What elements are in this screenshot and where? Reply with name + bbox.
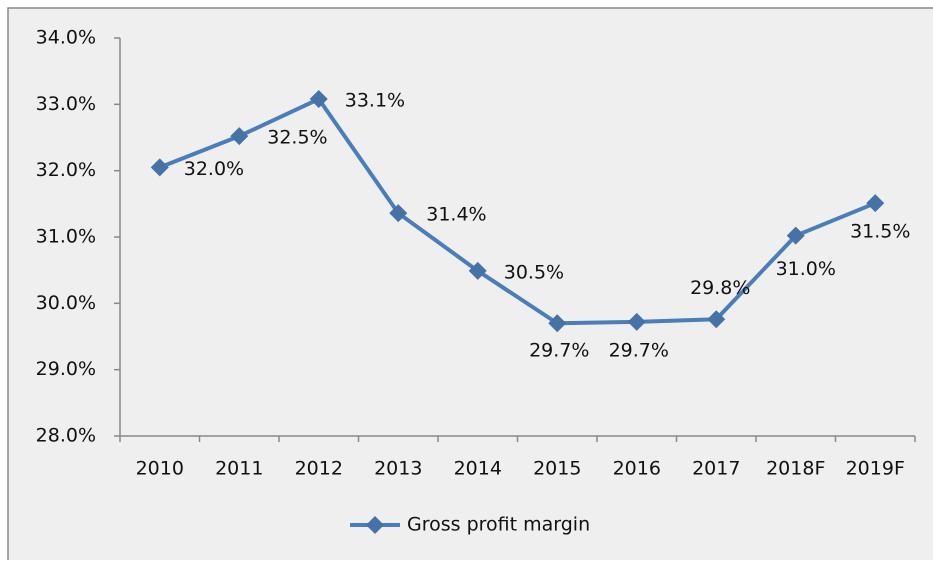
legend-label: Gross profit margin — [407, 514, 590, 536]
x-tick-label: 2012 — [295, 458, 343, 480]
y-tick-label: 34.0% — [36, 27, 96, 49]
data-label: 31.4% — [426, 204, 486, 226]
x-tick-label: 2018F — [766, 458, 825, 480]
data-point — [786, 226, 805, 245]
data-point — [548, 314, 567, 333]
y-tick-label: 30.0% — [36, 292, 96, 314]
chart-frame — [7, 7, 933, 564]
data-point — [468, 261, 487, 280]
data-point — [707, 310, 726, 329]
series-line — [159, 96, 877, 326]
data-label: 31.0% — [776, 258, 836, 280]
data-point — [389, 204, 408, 223]
x-tick-label: 2017 — [692, 458, 740, 480]
data-point — [150, 158, 169, 177]
y-tick-label: 33.0% — [36, 93, 96, 115]
data-label: 29.7% — [529, 340, 589, 362]
y-tick-label: 31.0% — [36, 226, 96, 248]
data-label: 32.0% — [184, 158, 244, 180]
data-label: 31.5% — [850, 221, 910, 243]
x-tick-label: 2019F — [846, 458, 905, 480]
x-tick-label: 2011 — [215, 458, 263, 480]
data-point — [230, 127, 249, 146]
x-tick-label: 2014 — [454, 458, 502, 480]
data-label: 32.5% — [267, 127, 327, 149]
data-point — [309, 90, 328, 109]
data-point — [627, 312, 646, 331]
data-label: 30.5% — [504, 261, 564, 283]
data-label: 33.1% — [345, 90, 405, 112]
y-tick-label: 32.0% — [36, 159, 96, 181]
legend-marker — [366, 516, 384, 534]
data-label: 29.7% — [609, 339, 669, 361]
y-tick-label: 29.0% — [36, 358, 96, 380]
data-label: 29.8% — [690, 277, 750, 299]
x-tick-label: 2016 — [613, 458, 661, 480]
data-point — [866, 194, 885, 213]
x-tick-label: 2013 — [374, 458, 422, 480]
x-tick-label: 2015 — [533, 458, 581, 480]
x-tick-label: 2010 — [136, 458, 184, 480]
y-tick-label: 28.0% — [36, 425, 96, 447]
